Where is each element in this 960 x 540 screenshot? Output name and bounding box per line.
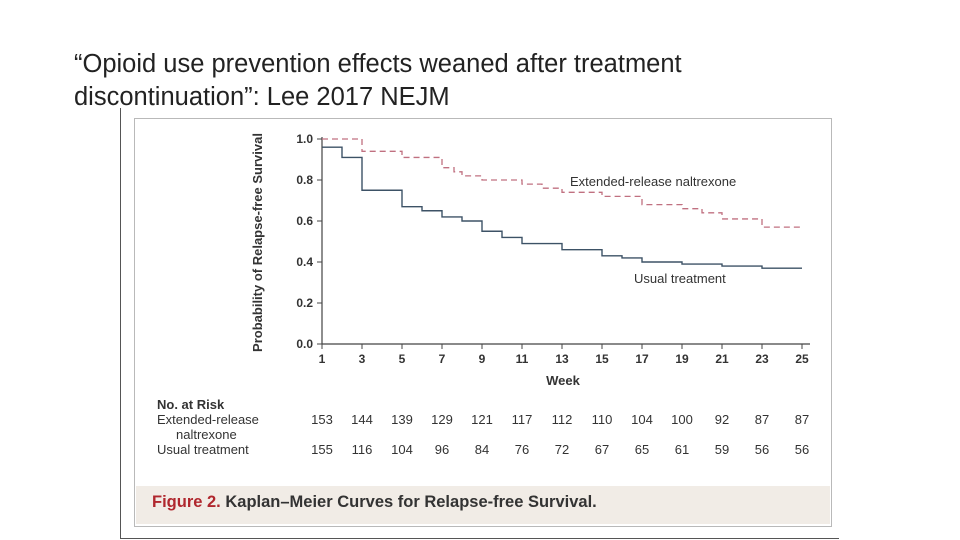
risk-value: 72 bbox=[555, 442, 569, 457]
risk-value: 84 bbox=[475, 442, 489, 457]
risk-value: 67 bbox=[595, 442, 609, 457]
figure-caption: Figure 2. Kaplan–Meier Curves for Relaps… bbox=[152, 493, 597, 512]
y-tick-label: 0.8 bbox=[296, 173, 313, 187]
series-extended-release-line bbox=[322, 138, 802, 228]
x-tick-label: 15 bbox=[595, 352, 609, 366]
figure-panel bbox=[134, 118, 832, 527]
y-axis-title: Probability of Relapse-free Survival bbox=[250, 133, 265, 352]
x-axis-title: Week bbox=[546, 373, 580, 388]
risk-value: 153 bbox=[311, 412, 333, 427]
risk-value: 100 bbox=[671, 412, 693, 427]
risk-row-label: Usual treatment bbox=[157, 442, 249, 457]
risk-value: 144 bbox=[351, 412, 373, 427]
risk-value: 112 bbox=[552, 412, 573, 427]
risk-table-heading: No. at Risk bbox=[157, 397, 225, 412]
risk-value: 87 bbox=[795, 412, 809, 427]
risk-value: 117 bbox=[512, 412, 533, 427]
risk-value: 56 bbox=[795, 442, 809, 457]
risk-value: 92 bbox=[715, 412, 729, 427]
caption-bar bbox=[136, 486, 830, 524]
x-tick-label: 25 bbox=[795, 352, 809, 366]
risk-value: 104 bbox=[631, 412, 653, 427]
risk-value: 155 bbox=[311, 442, 333, 457]
x-tick-label: 1 bbox=[319, 352, 326, 366]
series-label-usual-treatment: Usual treatment bbox=[634, 271, 726, 286]
risk-row-label: Extended-release bbox=[157, 412, 259, 427]
risk-value: 96 bbox=[435, 442, 449, 457]
x-tick-label: 21 bbox=[715, 352, 729, 366]
x-tick-label: 11 bbox=[516, 352, 529, 366]
x-tick-label: 13 bbox=[555, 352, 569, 366]
figure-label: Figure 2. bbox=[152, 493, 221, 511]
risk-value: 61 bbox=[675, 442, 689, 457]
risk-value: 116 bbox=[352, 442, 373, 457]
slide-title: “Opioid use prevention effects weaned af… bbox=[74, 50, 682, 111]
figure-caption-text: Kaplan–Meier Curves for Relapse-free Sur… bbox=[225, 493, 597, 511]
x-tick-label: 19 bbox=[675, 352, 689, 366]
x-tick-label: 17 bbox=[635, 352, 649, 366]
risk-value: 129 bbox=[431, 412, 453, 427]
x-tick-label: 9 bbox=[479, 352, 486, 366]
risk-value: 76 bbox=[515, 442, 529, 457]
series-label-extended-release: Extended-release naltrexone bbox=[570, 174, 736, 189]
x-tick-label: 23 bbox=[755, 352, 769, 366]
risk-value: 65 bbox=[635, 442, 649, 457]
x-tick-label: 3 bbox=[359, 352, 366, 366]
risk-value: 139 bbox=[391, 412, 413, 427]
series-usual-treatment-line bbox=[322, 146, 802, 269]
risk-value: 87 bbox=[755, 412, 769, 427]
risk-value: 110 bbox=[592, 412, 613, 427]
y-tick-label: 0.6 bbox=[296, 214, 313, 228]
risk-value: 59 bbox=[715, 442, 729, 457]
risk-value: 121 bbox=[471, 412, 493, 427]
y-tick-label: 0.4 bbox=[296, 255, 313, 269]
risk-value: 56 bbox=[755, 442, 769, 457]
risk-value: 104 bbox=[391, 442, 413, 457]
x-tick-label: 7 bbox=[439, 352, 446, 366]
risk-row-label-continued: naltrexone bbox=[176, 427, 237, 442]
y-tick-label: 1.0 bbox=[296, 132, 313, 146]
y-tick-label: 0.0 bbox=[296, 337, 313, 351]
x-tick-label: 5 bbox=[399, 352, 406, 366]
y-tick-label: 0.2 bbox=[296, 296, 313, 310]
